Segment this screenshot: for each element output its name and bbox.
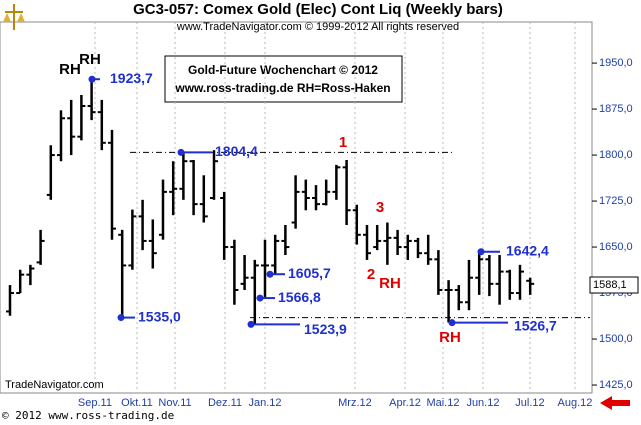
last-price-label: 1588,1 [593,279,627,291]
y-tick-label: 1875,0 [599,103,633,115]
y-tick-label: 1800,0 [599,149,633,161]
level-dot [117,314,125,322]
source: TradeNavigator.com [5,379,104,391]
x-tick-label: Dez.11 [208,397,242,409]
x-tick-label: Mrz.12 [338,397,372,409]
annotation: RH [79,51,101,68]
x-tick-label: Nov.11 [158,397,191,409]
level-label: 1523,9 [304,321,347,337]
level-label: 1535,0 [138,308,181,324]
level-dot [477,248,485,256]
x-tick-label: Mai.12 [426,397,459,409]
level-label: 1526,7 [514,317,557,333]
level-dot [448,319,456,327]
y-tick-label: 1425,0 [599,379,633,391]
x-tick-label: Jan.12 [248,397,281,409]
x-tick-label: Jul.12 [515,397,544,409]
x-tick-label: Sep.11 [78,397,112,409]
chart-subtitle: www.TradeNavigator.com © 1999-2012 All r… [176,21,459,33]
level-dot [256,294,264,302]
level-label: 1923,7 [110,70,153,86]
annotation: RH [59,61,81,78]
annotation: RH [379,275,401,292]
annotation: 3 [376,199,384,216]
level-label: 1642,4 [506,242,549,258]
footer: © 2012 www.ross-trading.de [2,409,174,422]
info-box [164,55,403,103]
level-label: 1804,4 [215,143,258,159]
annotation: 2 [367,266,375,283]
scroll-arrow[interactable] [600,396,630,410]
level-dot [266,270,274,278]
y-tick-label: 1500,0 [599,333,633,345]
chart-title: GC3-057: Comex Gold (Elec) Cont Liq (Wee… [133,1,503,18]
info-line: Gold-Future Wochenchart © 2012 [188,63,378,77]
level-dot [177,148,185,156]
level-label: 1605,7 [288,265,331,281]
last-price-box [589,276,639,294]
y-tick-label: 1650,0 [599,241,633,253]
x-tick-label: Apr.12 [389,397,421,409]
info-line: www.ross-trading.de RH=Ross-Haken [174,81,390,95]
x-tick-label: Jun.12 [466,397,499,409]
level-dot [88,75,96,83]
annotation: 1 [339,134,347,151]
x-tick-label: Okt.11 [121,397,153,409]
y-tick-label: 1950,0 [599,57,633,69]
level-dot [247,320,255,328]
y-tick-label: 1725,0 [599,195,633,207]
level-label: 1566,8 [278,289,321,305]
logo [3,4,25,30]
x-tick-label: Aug.12 [558,397,593,409]
annotation: RH [439,329,461,346]
